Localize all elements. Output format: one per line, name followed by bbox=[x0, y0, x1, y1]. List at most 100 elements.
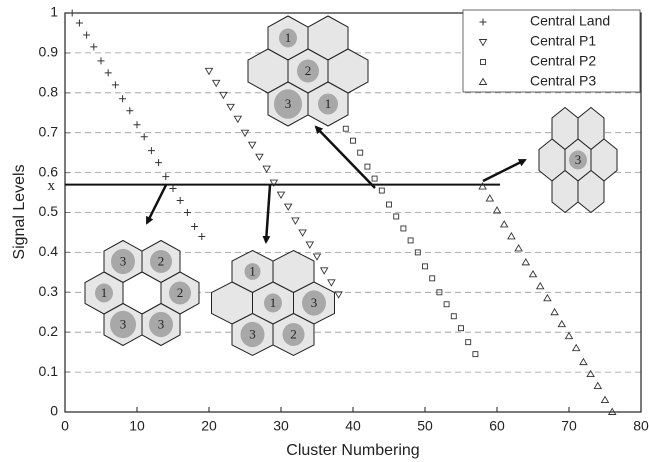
marker-square bbox=[342, 125, 349, 132]
marker-square bbox=[386, 201, 392, 208]
cell-label: 1 bbox=[285, 30, 292, 45]
arrow bbox=[262, 184, 272, 244]
marker-plus bbox=[198, 232, 206, 240]
marker-tri-up bbox=[499, 220, 509, 228]
cell-label: 3 bbox=[285, 96, 292, 111]
y-tick-label: 0.1 bbox=[39, 363, 59, 379]
marker-tri-down bbox=[327, 279, 336, 287]
marker-tri-down bbox=[226, 103, 235, 112]
cell-circle bbox=[279, 28, 297, 48]
marker-tri-up bbox=[485, 194, 495, 202]
x-tick-label: 10 bbox=[129, 418, 145, 434]
cell-circle bbox=[111, 248, 135, 275]
marker-square bbox=[458, 325, 464, 332]
marker-tri-up bbox=[586, 369, 595, 378]
y-tick-label: 0.8 bbox=[39, 84, 59, 100]
cell-circle bbox=[569, 150, 587, 170]
marker-square bbox=[429, 275, 436, 282]
marker-tri-up bbox=[557, 319, 567, 328]
x-tick-label: 0 bbox=[61, 418, 69, 434]
marker-plus bbox=[140, 133, 148, 141]
marker-tri-down bbox=[305, 241, 315, 249]
marker-plus bbox=[133, 121, 141, 129]
marker-plus bbox=[169, 185, 177, 193]
marker-tri-up bbox=[579, 357, 588, 366]
marker-tri-down bbox=[334, 291, 343, 299]
cell-circle bbox=[110, 310, 136, 339]
x-tick-label: 60 bbox=[489, 418, 505, 434]
marker-square bbox=[465, 339, 472, 346]
marker-tri-up bbox=[492, 206, 502, 214]
cell-circle bbox=[244, 263, 261, 280]
marker-plus bbox=[119, 95, 127, 103]
y-tick-label: 1 bbox=[50, 4, 58, 20]
marker-square bbox=[422, 263, 428, 270]
cell-label: 3 bbox=[249, 326, 256, 341]
y-tick-label: 0.7 bbox=[39, 123, 59, 139]
cell-label: 3 bbox=[120, 253, 127, 268]
marker-tri-up bbox=[571, 343, 581, 352]
x-axis-label: Cluster Numbering bbox=[286, 442, 419, 459]
marker-square bbox=[357, 149, 364, 156]
marker-tri-down bbox=[319, 267, 329, 275]
marker-tri-down bbox=[233, 115, 243, 124]
marker-tri-up bbox=[478, 182, 487, 190]
marker-square bbox=[400, 225, 407, 232]
cell-circle bbox=[240, 321, 265, 348]
marker-tri-down bbox=[269, 179, 279, 187]
cell-label: 1 bbox=[325, 96, 332, 111]
marker-tri-down bbox=[219, 91, 228, 100]
marker-tri-up bbox=[507, 232, 516, 240]
arrow bbox=[482, 158, 527, 183]
arrows bbox=[145, 125, 527, 244]
marker-plus bbox=[104, 69, 112, 77]
cell-label: 1 bbox=[101, 285, 108, 300]
marker-tri-up bbox=[528, 269, 538, 278]
marker-plus bbox=[111, 81, 119, 89]
hex-cell bbox=[577, 169, 605, 214]
plot-frame bbox=[64, 12, 642, 413]
cell-circle bbox=[297, 59, 319, 83]
marker-square bbox=[472, 351, 479, 358]
cell-label: 1 bbox=[249, 263, 256, 278]
marker-tri-down bbox=[204, 67, 214, 76]
cell-circle bbox=[169, 281, 191, 305]
marker-tri-down bbox=[255, 153, 264, 162]
marker-tri-down bbox=[276, 191, 286, 199]
marker-square bbox=[450, 313, 457, 320]
cell-label: 3 bbox=[120, 316, 127, 331]
marker-tri-up bbox=[514, 244, 523, 252]
y-axis-label: Signal Levels bbox=[11, 164, 28, 259]
marker-tri-up bbox=[564, 331, 574, 340]
cell-circle bbox=[318, 93, 338, 115]
y-tick-label: 0.6 bbox=[39, 163, 59, 179]
legend-label: Central P2 bbox=[530, 53, 596, 69]
cell-circle bbox=[274, 89, 302, 119]
y-tick-label: 0.2 bbox=[39, 323, 59, 339]
marker-tri-down bbox=[298, 229, 307, 237]
marker-plus bbox=[126, 107, 134, 115]
marker-plus bbox=[90, 43, 98, 51]
cell-label: 2 bbox=[158, 253, 165, 268]
cell-label: 3 bbox=[158, 316, 165, 331]
marker-plus bbox=[191, 222, 199, 230]
marker-square bbox=[371, 175, 378, 182]
threshold-label: x bbox=[48, 178, 56, 194]
arrow bbox=[145, 184, 168, 225]
marker-square bbox=[443, 301, 450, 308]
cell-label: 1 bbox=[270, 295, 277, 310]
data-layer: x bbox=[48, 9, 617, 415]
y-tick-label: 0.4 bbox=[39, 243, 59, 259]
x-tick-label: 50 bbox=[417, 418, 433, 434]
x-tick-label: 30 bbox=[273, 418, 289, 434]
cell-circle bbox=[149, 311, 173, 338]
cell-label: 2 bbox=[177, 285, 184, 300]
y-tick-label: 0.3 bbox=[39, 283, 59, 299]
marker-square bbox=[378, 187, 385, 194]
marker-plus bbox=[97, 57, 105, 65]
marker-tri-up bbox=[521, 257, 531, 266]
marker-tri-up bbox=[607, 407, 617, 415]
marker-square bbox=[393, 213, 400, 220]
marker-tri-up bbox=[600, 395, 610, 403]
